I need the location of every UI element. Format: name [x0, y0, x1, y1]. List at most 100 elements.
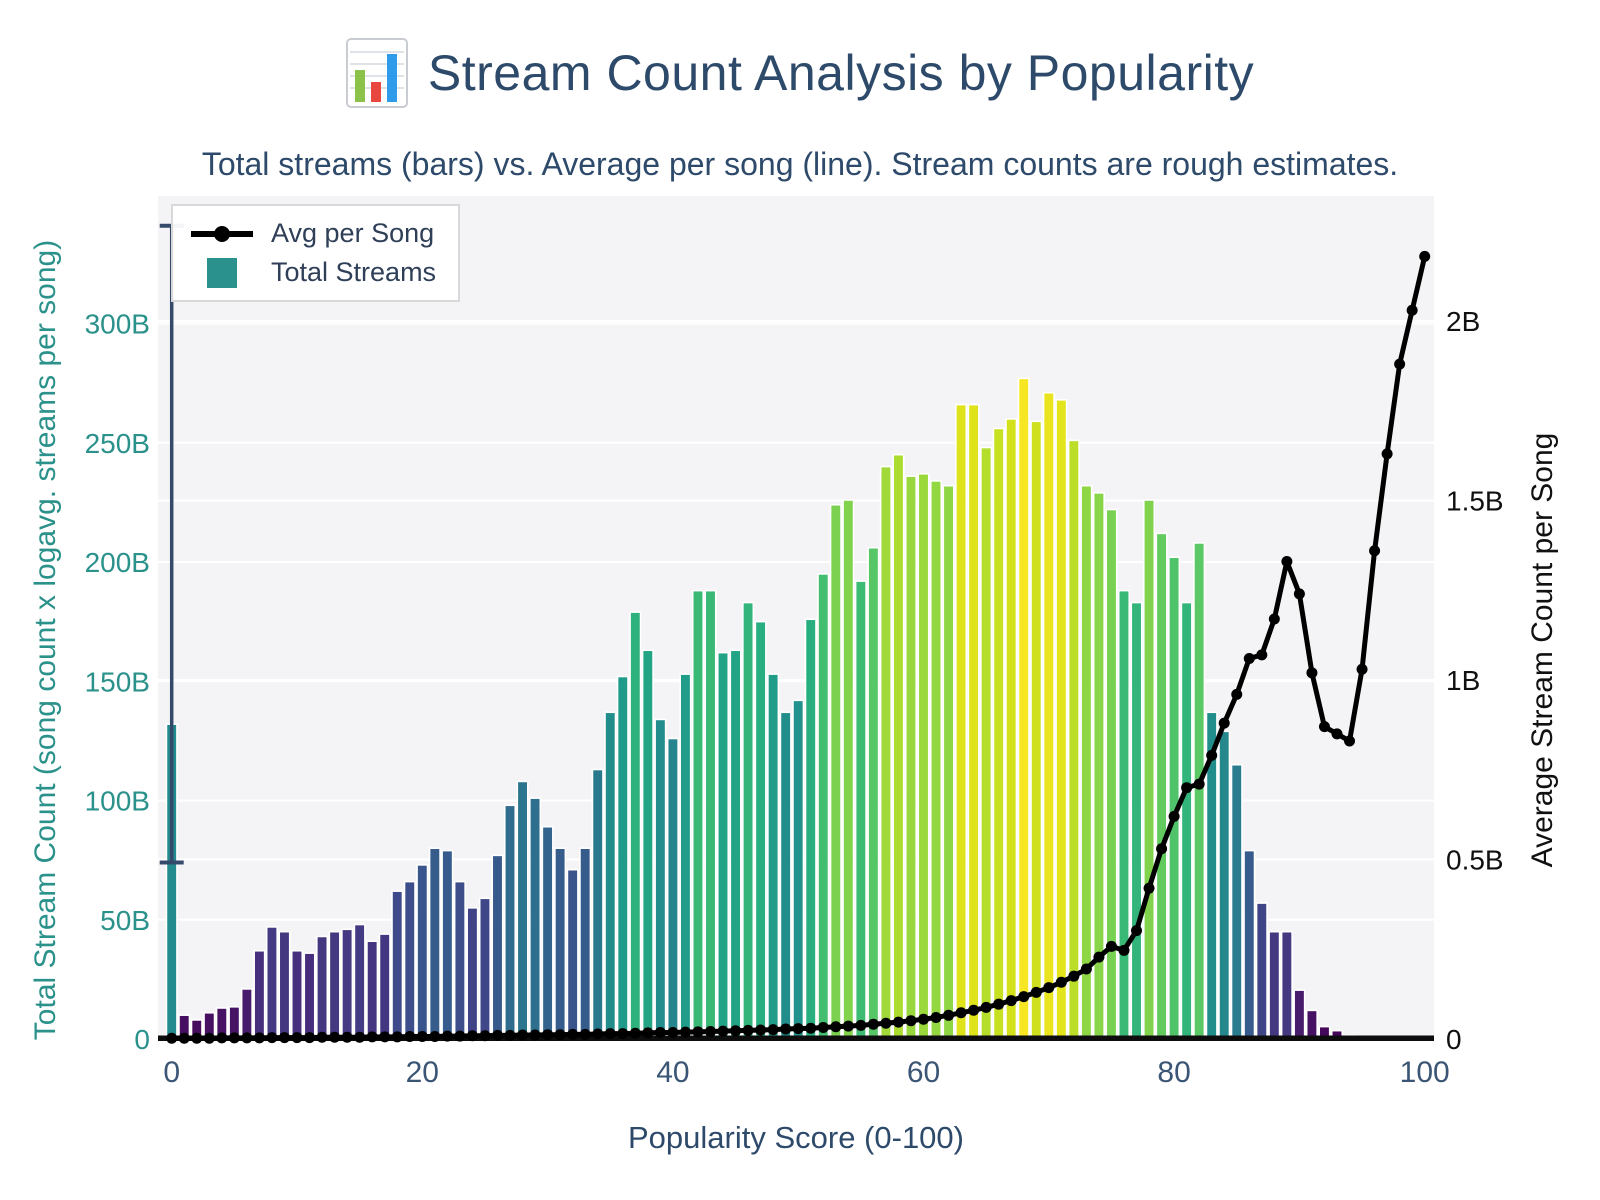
line-point	[241, 1032, 253, 1044]
legend-line-dot-icon	[187, 221, 257, 247]
bar	[1155, 532, 1168, 1040]
right-tick-labels: 0 0.5B 1B 1.5B 2B	[1446, 306, 1504, 1055]
line-point	[943, 1009, 955, 1021]
line-point	[379, 1031, 391, 1043]
bar	[403, 880, 416, 1040]
line-point	[1156, 843, 1168, 855]
bar	[541, 825, 554, 1040]
line-point	[1068, 970, 1080, 982]
chart-legend: Avg per Song Total Streams	[171, 204, 461, 302]
bar	[867, 546, 880, 1040]
line-point	[1406, 304, 1418, 316]
line-point	[1381, 448, 1393, 460]
line-point	[717, 1025, 729, 1037]
line-point	[1131, 925, 1143, 937]
legend-item-avg-per-song: Avg per Song	[187, 218, 436, 249]
bar	[980, 446, 993, 1040]
line-point	[767, 1024, 779, 1036]
line-point	[629, 1027, 641, 1039]
line-point	[1018, 991, 1030, 1003]
x-tick-label: 100	[1400, 1056, 1450, 1089]
bar	[904, 475, 918, 1040]
bar	[1218, 730, 1231, 1040]
line-point	[341, 1031, 353, 1043]
line-point	[805, 1022, 817, 1034]
line-point	[166, 1032, 178, 1044]
bar	[929, 480, 943, 1040]
line-point	[1206, 749, 1218, 761]
line-point	[955, 1007, 967, 1019]
bar	[240, 988, 253, 1040]
line-point	[1105, 940, 1117, 952]
bar	[503, 804, 517, 1040]
bar	[529, 797, 542, 1040]
chart-canvas: 0 50B 100B 150B 200B 250B 300B 0 0.5B 1B 1.5B 2B 0…	[29, 196, 1559, 1155]
line-point	[1093, 951, 1105, 963]
line-point	[1030, 986, 1042, 998]
bar	[854, 580, 867, 1040]
legend-square-icon	[187, 257, 257, 288]
line-point	[1118, 944, 1130, 956]
bar	[1243, 849, 1256, 1040]
line-point	[792, 1023, 804, 1035]
line-point	[1268, 613, 1280, 625]
x-tick-label: 0	[163, 1056, 180, 1089]
line-point	[529, 1029, 541, 1041]
avg-line-series	[166, 250, 1431, 1044]
left-tick-label: 0	[134, 1024, 150, 1055]
line-point	[1055, 976, 1067, 988]
bar	[767, 673, 780, 1040]
bar	[992, 427, 1005, 1040]
right-tick-label: 1B	[1446, 665, 1480, 696]
bar	[416, 864, 429, 1040]
bar	[967, 403, 980, 1040]
bar	[704, 589, 717, 1040]
line-point	[228, 1032, 240, 1044]
bar	[478, 897, 492, 1040]
bar	[253, 949, 266, 1040]
x-tick-label: 80	[1157, 1056, 1190, 1089]
bar	[1255, 902, 1268, 1040]
line-point	[491, 1029, 503, 1041]
line-point	[930, 1011, 942, 1023]
figure-header: Stream Count Analysis by Popularity	[0, 38, 1600, 108]
line-point	[617, 1028, 629, 1040]
bar	[1042, 391, 1055, 1040]
bar	[1080, 484, 1093, 1040]
line-point	[679, 1026, 691, 1038]
line-point	[880, 1017, 892, 1029]
line-point	[366, 1031, 378, 1043]
line-point	[579, 1028, 591, 1040]
line-point	[429, 1030, 441, 1042]
legend-label: Avg per Song	[271, 218, 435, 248]
bar	[1005, 418, 1018, 1040]
bar	[729, 649, 742, 1040]
left-tick-label: 50B	[100, 905, 150, 936]
line-point	[704, 1025, 716, 1037]
bar	[265, 926, 278, 1040]
bar	[691, 589, 705, 1040]
bar	[1293, 989, 1306, 1040]
x-axis-spine	[158, 1035, 1434, 1041]
bar	[441, 849, 454, 1040]
bar	[1030, 420, 1043, 1040]
bar	[1305, 1009, 1318, 1040]
line-point	[867, 1018, 879, 1030]
bar	[1180, 601, 1193, 1040]
right-tick-label: 0	[1446, 1024, 1462, 1055]
bar	[942, 484, 955, 1040]
line-point	[842, 1020, 854, 1032]
bar	[391, 890, 404, 1040]
line-point	[329, 1031, 341, 1043]
bar	[1193, 542, 1206, 1040]
bar	[666, 737, 679, 1040]
line-point	[479, 1030, 491, 1042]
bar	[566, 868, 579, 1040]
line-point	[830, 1021, 842, 1033]
bar	[1142, 499, 1156, 1040]
line-point	[1356, 663, 1368, 675]
line-point	[1281, 556, 1293, 568]
bar	[554, 847, 567, 1040]
bar	[829, 503, 842, 1040]
x-tick-label: 60	[907, 1056, 940, 1089]
